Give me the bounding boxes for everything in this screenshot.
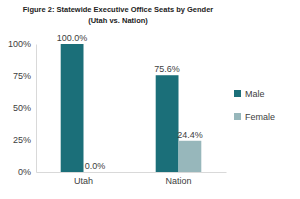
data-label: 0.0% [85, 161, 106, 171]
y-tick-label: 75% [13, 71, 31, 81]
legend-swatch [234, 113, 241, 120]
subtitle: (Utah vs. Nation) [88, 16, 148, 25]
y-tick-label: 0% [18, 167, 31, 177]
legend-label: Male [245, 89, 265, 99]
chart: Figure 2: Statewide Executive Office Sea… [0, 0, 300, 199]
bars [61, 44, 202, 172]
legend-label: Female [245, 112, 275, 122]
background [0, 0, 300, 199]
bar [84, 172, 107, 173]
bar [61, 44, 84, 172]
title: Figure 2: Statewide Executive Office Sea… [23, 5, 214, 14]
y-axis-line [36, 45, 37, 173]
y-tick: 50% [13, 103, 36, 113]
legend-swatch [234, 90, 241, 97]
y-tick: 25% [13, 135, 36, 145]
y-tick-label: 25% [13, 135, 31, 145]
x-tick-label: Utah [74, 176, 93, 186]
y-axis: 0% 25% 50% 75% 100% [8, 39, 37, 177]
data-label: 24.4% [177, 130, 203, 140]
legend: Male Female [234, 89, 275, 122]
bar [156, 75, 179, 172]
x-tick: Utah [74, 176, 93, 186]
y-tick: 75% [13, 71, 36, 81]
x-axis-line [37, 172, 227, 173]
x-tick: Nation [165, 176, 191, 186]
y-tick: 0% [18, 167, 36, 177]
y-tick: 100% [8, 39, 36, 49]
x-axis: Utah Nation [37, 173, 227, 187]
data-labels: 100.0% 75.6% 0.0% 24.4% [57, 33, 203, 171]
data-label: 75.6% [154, 64, 180, 74]
bar [179, 141, 202, 172]
y-tick-label: 50% [13, 103, 31, 113]
x-tick-label: Nation [165, 176, 191, 186]
y-tick-label: 100% [8, 39, 31, 49]
data-label: 100.0% [57, 33, 88, 43]
